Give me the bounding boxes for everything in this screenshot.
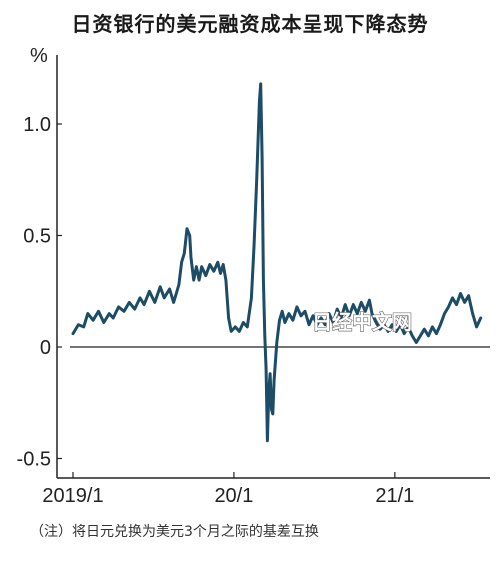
- watermark: 日经中文网: [312, 310, 412, 334]
- footnote: （注）将日元兑换为美元3个月之际的基差互换: [30, 524, 319, 540]
- y-unit-label: %: [30, 45, 48, 67]
- y-tick-label: 1.0: [23, 114, 51, 136]
- y-tick-label: 0.5: [23, 226, 51, 248]
- y-tick-label: -0.5: [17, 449, 51, 471]
- y-tick-label: 0: [40, 337, 51, 359]
- series-line: [71, 82, 483, 443]
- x-tick-label: 21/1: [375, 485, 414, 507]
- x-tick-label: 2019/1: [42, 485, 103, 507]
- chart-title: 日资银行的美元融资成本呈现下降态势: [71, 12, 429, 36]
- x-tick-label: 20/1: [214, 485, 253, 507]
